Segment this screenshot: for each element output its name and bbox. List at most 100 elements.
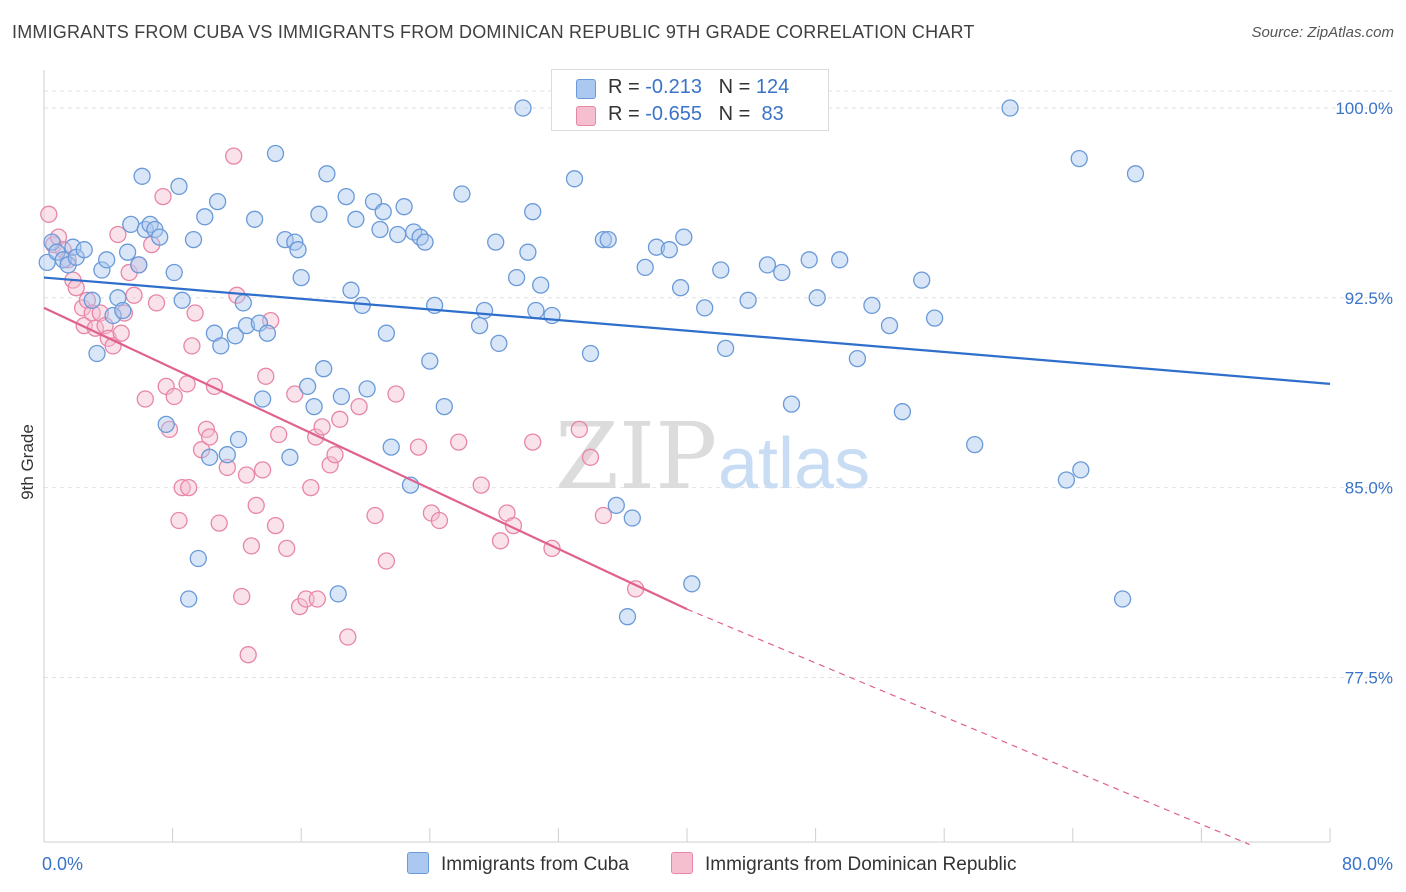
data-point-cuba: [581, 344, 600, 363]
legend-r-value-dominican: -0.655: [645, 103, 702, 125]
data-point-dominican: [266, 516, 285, 535]
data-point-dominican: [581, 448, 600, 466]
data-point-cuba: [647, 238, 666, 256]
data-point-cuba: [880, 316, 899, 335]
trend-layer: [43, 276, 1331, 846]
data-point-dominican: [170, 511, 188, 530]
data-point-dominican: [136, 390, 154, 408]
data-point-cuba: [173, 291, 191, 309]
data-point-cuba: [292, 268, 310, 287]
data-point-cuba: [130, 256, 148, 274]
data-point-cuba: [258, 324, 277, 342]
data-point-cuba: [524, 203, 542, 221]
data-point-cuba: [245, 210, 264, 228]
data-point-dominican: [165, 387, 183, 406]
x-tick-label: 0.0%: [42, 854, 83, 874]
data-point-cuba: [808, 289, 826, 307]
data-point-dominican: [387, 385, 405, 403]
data-point-cuba: [618, 608, 637, 626]
points-cuba: [38, 99, 1145, 626]
data-point-cuba: [1126, 165, 1145, 183]
data-point-dominican: [180, 478, 198, 497]
data-point-cuba: [114, 301, 132, 320]
data-point-dominican: [302, 478, 320, 497]
legend-swatch-cuba: [576, 79, 596, 99]
data-point-cuba: [305, 397, 323, 416]
data-point-cuba: [133, 167, 151, 185]
data-point-cuba: [599, 230, 617, 249]
data-point-cuba: [170, 177, 188, 196]
data-point-cuba: [470, 316, 489, 335]
data-point-dominican: [278, 539, 296, 558]
data-point-dominican: [331, 410, 349, 428]
data-point-cuba: [519, 243, 537, 261]
legend-r-label: R =: [608, 103, 640, 125]
data-point-dominican: [570, 420, 588, 439]
data-point-cuba: [157, 415, 175, 434]
data-point-cuba: [151, 228, 169, 246]
legend-r-value-cuba: -0.213: [645, 76, 702, 98]
y-tick-label: 85.0%: [1345, 479, 1393, 498]
data-point-cuba: [623, 509, 641, 527]
data-point-dominican: [78, 291, 97, 309]
data-point-cuba: [229, 430, 248, 449]
legend-label-dominican: Immigrants from Dominican Republic: [705, 854, 1017, 875]
data-point-dominican: [257, 367, 275, 385]
data-point-dominican: [239, 646, 257, 664]
data-point-cuba: [848, 349, 867, 368]
data-point-dominican: [524, 433, 542, 451]
data-point-dominican: [253, 461, 272, 479]
trend-line-cuba: [43, 276, 1331, 385]
data-point-cuba: [329, 585, 347, 603]
data-point-dominican: [339, 628, 357, 646]
data-point-dominican: [40, 205, 58, 223]
data-point-cuba: [671, 279, 690, 297]
data-point-cuba: [141, 215, 159, 234]
data-point-cuba: [421, 352, 439, 370]
legend-row-cuba: R = -0.213 N = 124: [576, 76, 789, 168]
data-point-dominican: [594, 506, 613, 525]
data-point-cuba: [435, 397, 453, 416]
data-point-cuba: [1070, 149, 1088, 168]
data-point-cuba: [266, 144, 285, 163]
legend-swatch-dominican: [576, 106, 596, 126]
data-point-cuba: [395, 198, 413, 216]
data-point-cuba: [532, 276, 550, 294]
data-point-cuba: [739, 291, 757, 309]
data-point-dominican: [409, 438, 428, 456]
data-point-cuba: [347, 210, 365, 228]
data-point-cuba: [411, 228, 429, 246]
data-point-cuba: [712, 261, 730, 279]
data-point-cuba: [118, 243, 137, 261]
data-point-cuba: [863, 296, 881, 315]
data-point-dominican: [237, 466, 256, 484]
legend-r-label: R =: [608, 76, 640, 98]
data-point-dominican: [233, 587, 251, 606]
data-point-cuba: [93, 261, 111, 279]
data-point-cuba: [607, 496, 625, 515]
data-point-cuba: [184, 230, 203, 249]
data-point-cuba: [893, 403, 912, 421]
data-point-cuba: [453, 185, 471, 203]
x-tick-label: 80.0%: [1342, 854, 1393, 874]
data-point-cuba: [966, 435, 984, 454]
data-point-cuba: [913, 271, 931, 289]
data-point-cuba: [226, 327, 244, 345]
data-point-cuba: [1113, 590, 1132, 608]
data-point-cuba: [237, 316, 256, 335]
data-point-cuba: [342, 281, 360, 299]
data-point-cuba: [527, 301, 545, 320]
y-axis-label: 9th Grade: [18, 424, 37, 500]
data-point-cuba: [382, 438, 400, 456]
watermark-zip: ZIP: [555, 403, 717, 510]
data-point-dominican: [350, 397, 368, 416]
stats-legend: R = -0.213 N = 124 R = -0.655 N = 83: [551, 69, 829, 131]
data-point-cuba: [594, 230, 613, 249]
data-point-cuba: [281, 448, 299, 466]
data-point-cuba: [416, 233, 434, 251]
legend-n-label: N =: [718, 103, 751, 125]
data-point-dominican: [183, 337, 201, 355]
data-point-cuba: [487, 233, 505, 251]
data-point-cuba: [758, 256, 777, 274]
y-tick-label: 77.5%: [1345, 668, 1393, 687]
